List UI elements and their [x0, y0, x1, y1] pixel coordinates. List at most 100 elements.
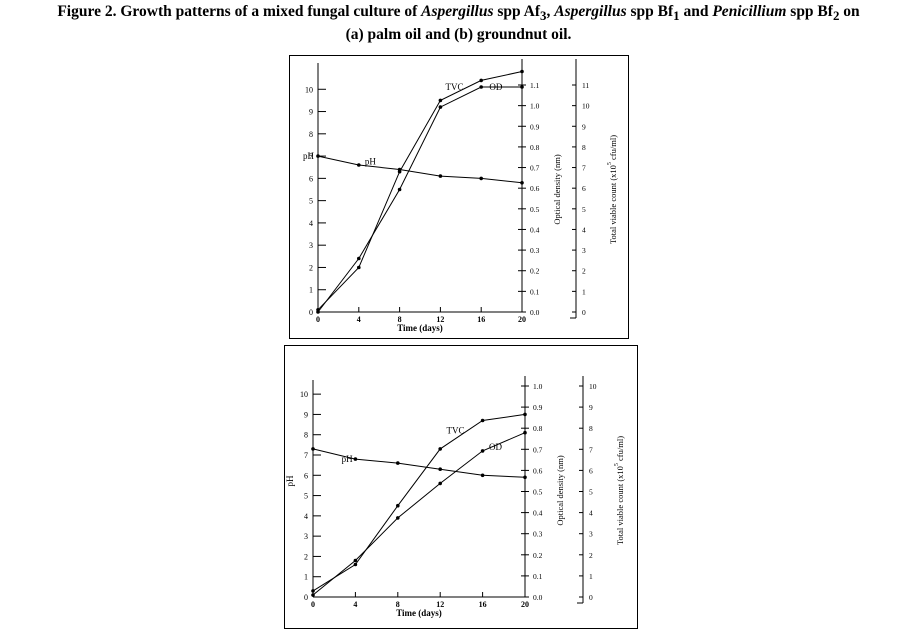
data-point-od: [438, 105, 443, 109]
od-tick-label: 0.2: [533, 551, 543, 560]
left-tick-label: 7: [309, 152, 313, 161]
caption-line-2: (a) palm oil and (b) groundnut oil.: [345, 26, 572, 44]
od-tick-label: 0.1: [530, 287, 540, 296]
genus-2: Aspergillus: [554, 3, 627, 20]
left-tick-label: 0: [304, 593, 308, 602]
tvc-axis-title: Total viable count (x105 cfu/ml): [614, 436, 625, 545]
x-tick-label: 12: [436, 315, 444, 324]
data-point-ph: [480, 473, 485, 478]
genus-3: Penicillium: [712, 3, 787, 20]
od-tick-label: 0.9: [533, 403, 543, 412]
tvc-tick-label: 2: [589, 551, 593, 560]
series-line-od: [317, 86, 522, 313]
data-point-tvc: [311, 589, 315, 593]
left-tick-label: 10: [305, 85, 313, 94]
x-tick-label: 8: [398, 315, 402, 324]
tvc-tick-label: 4: [589, 509, 593, 518]
left-tick-label: 3: [309, 241, 313, 250]
left-tick-label: 10: [300, 390, 308, 399]
data-point-ph: [438, 467, 442, 471]
x-tick-label: 16: [479, 600, 487, 609]
left-tick-label: 0: [309, 308, 313, 317]
left-tick-label: 4: [309, 219, 313, 228]
tvc-tick-label: 5: [589, 488, 593, 497]
data-point-tvc: [357, 265, 361, 270]
tvc-tick-label: 3: [582, 246, 586, 255]
series-annotation: TVC: [447, 426, 465, 436]
od-tick-label: 0.8: [533, 424, 543, 433]
data-point-od: [396, 516, 400, 520]
tvc-tick-label: 0: [582, 308, 586, 317]
left-tick-label: 8: [309, 130, 313, 139]
tvc-tick-label: 6: [589, 466, 593, 475]
od-tick-label: 0.3: [530, 246, 540, 255]
od-tick-label: 0.0: [533, 593, 543, 602]
tvc-tick-label: 1: [582, 287, 586, 296]
tvc-tick-label: 8: [589, 424, 593, 433]
tvc-tick-label: 6: [582, 184, 586, 193]
tvc-tick-label: 10: [589, 382, 597, 391]
chart-panel-a: 0 1 2 3 4 5 6 7 8 9 10 0 4 8 12 16 20 Time (days) 0.0 0.1 0.…: [289, 55, 629, 339]
od-tick-label: 0.8: [530, 143, 540, 152]
od-tick-label: 0.7: [533, 445, 543, 454]
od-tick-label: 0.0: [530, 308, 540, 317]
left-tick-label: 5: [309, 197, 313, 206]
data-point-od: [397, 187, 402, 192]
data-point-tvc: [480, 418, 485, 423]
tvc-tick-label: 4: [582, 225, 586, 234]
data-point-tvc: [353, 562, 358, 567]
series-annotation: pH: [303, 151, 315, 161]
tvc-tick-label: 5: [582, 205, 586, 214]
data-point-tvc: [479, 78, 483, 83]
series-annotation: OD: [489, 82, 502, 92]
data-point-od: [438, 481, 442, 486]
left-tick-label: 2: [304, 552, 308, 561]
od-tick-label: 1.1: [530, 81, 540, 90]
data-point-od: [479, 85, 483, 89]
tvc-tick-label: 1: [589, 572, 593, 581]
tvc-tick-label: 9: [582, 122, 586, 131]
data-point-od: [357, 256, 361, 261]
left-tick-label: 1: [304, 573, 308, 582]
x-tick-label: 4: [353, 600, 357, 609]
data-point-ph: [353, 457, 358, 461]
data-point-ph: [479, 176, 483, 181]
x-tick-label: 16: [477, 315, 485, 324]
tvc-tick-label: 2: [582, 267, 586, 276]
od-tick-label: 0.1: [533, 572, 543, 581]
od-tick-label: 0.6: [533, 466, 543, 475]
chart-panel-b: 0 1 2 3 4 5 6 7 8 9 10 0 4 8 12 16 20 Time (days) 0.0 0.1 0.…: [284, 345, 638, 629]
data-point-tvc: [438, 447, 442, 451]
series-annotation: pH: [365, 157, 377, 167]
od-tick-label: 1.0: [533, 382, 543, 391]
od-tick-label: 0.9: [530, 122, 540, 131]
series-annotation: OD: [489, 442, 502, 452]
od-tick-label: 0.7: [530, 164, 540, 173]
data-point-ph: [311, 447, 315, 451]
od-axis-title: Optical density (nm): [552, 154, 562, 225]
data-point-ph: [316, 154, 320, 158]
left-axis-title: pH: [285, 475, 295, 487]
data-point-tvc: [438, 98, 443, 103]
tvc-tick-label: 10: [582, 102, 590, 111]
data-point-od: [316, 310, 320, 314]
od-tick-label: 0.4: [530, 225, 540, 234]
data-point-ph: [520, 181, 524, 185]
series-annotation: TVC: [446, 82, 464, 92]
x-tick-label: 0: [311, 600, 315, 609]
series-line-od: [312, 432, 526, 596]
tvc-tick-label: 8: [582, 143, 586, 152]
od-axis-title: Optical density (nm): [555, 455, 565, 526]
tvc-tick-label: 11: [582, 81, 589, 90]
x-tick-label: 4: [357, 315, 361, 324]
figure-caption: Figure 2. Growth patterns of a mixed fun…: [0, 2, 917, 44]
x-tick-label: 8: [396, 600, 400, 609]
left-tick-label: 6: [304, 471, 308, 480]
od-tick-label: 0.4: [533, 509, 543, 518]
caption-line-1: Figure 2. Growth patterns of a mixed fun…: [57, 3, 860, 24]
tvc-axis-title: Total viable count (x105 cfu/ml): [607, 135, 618, 244]
left-tick-label: 9: [304, 410, 308, 419]
x-tick-label: 20: [521, 600, 529, 609]
data-point-ph: [396, 461, 400, 465]
